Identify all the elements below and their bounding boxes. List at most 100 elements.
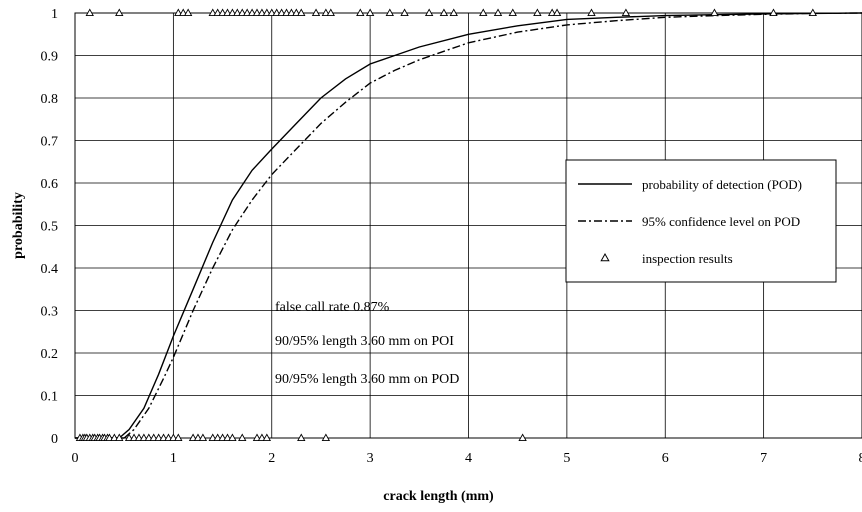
- inspection-result-point: [808, 8, 817, 16]
- inspection-result-point: [124, 433, 134, 441]
- y-tick-label: 0.1: [41, 390, 59, 405]
- inspection-result-point: [208, 8, 217, 16]
- inspection-result-point: [218, 8, 227, 16]
- inspection-result-point: [449, 8, 458, 16]
- inspection-result-point: [193, 433, 203, 441]
- plot-frame: [74, 12, 862, 439]
- inspection-result-point: [282, 8, 291, 16]
- y-tick-label: 0.5: [41, 220, 59, 235]
- x-tick-label: 0: [72, 451, 79, 466]
- inspection-result-point: [149, 433, 158, 441]
- inspection-result-point: [262, 8, 272, 16]
- inspection-result-point: [533, 8, 542, 16]
- y-tick-label: 0.4: [41, 262, 59, 277]
- x-axis-title: crack length (mm): [383, 489, 494, 504]
- y-tick-label: 0: [51, 432, 58, 447]
- inspection-result-point: [174, 433, 183, 441]
- inspection-result-point: [242, 8, 252, 16]
- inspection-result-point: [228, 8, 237, 16]
- inspection-result-point: [272, 8, 281, 16]
- inspection-result-point: [479, 8, 488, 16]
- inspection-result-point: [262, 433, 272, 441]
- inspection-result-point: [213, 8, 222, 16]
- x-tick-label: 1: [170, 451, 177, 466]
- confidence-curve: [123, 12, 862, 439]
- legend-label-inspection: inspection results: [642, 251, 733, 266]
- inspection-result-point: [144, 433, 153, 441]
- inspection-result-point: [105, 433, 114, 441]
- inspection-result-point: [257, 433, 267, 441]
- inspection-result-point: [115, 8, 124, 16]
- inspection-result-point: [174, 8, 183, 16]
- inspection-result-point: [493, 8, 503, 16]
- inspection-result-point: [218, 433, 227, 441]
- y-axis-title: probability: [11, 192, 26, 259]
- inspection-result-point: [159, 433, 168, 441]
- inspection-result-point: [188, 433, 198, 441]
- inspection-result-point: [292, 8, 301, 16]
- x-tick-label: 5: [563, 451, 570, 466]
- inspection-result-point: [110, 433, 119, 441]
- inspection-result-point: [252, 433, 262, 441]
- x-tick-label: 3: [367, 451, 374, 466]
- inspection-result-point: [257, 8, 267, 16]
- inspection-result-point: [223, 433, 232, 441]
- inspection-result-point: [238, 433, 247, 441]
- inspection-result-point: [769, 8, 778, 16]
- inspection-result-point: [321, 433, 331, 441]
- x-tick-label: 8: [859, 451, 862, 466]
- inspection-result-point: [233, 8, 242, 16]
- inspection-result-point: [183, 8, 193, 16]
- inspection-result-point: [169, 433, 178, 441]
- inspection-result-point: [223, 8, 232, 16]
- inspection-result-point: [252, 8, 262, 16]
- inspection-result-point: [710, 8, 719, 16]
- inspection-result-point: [267, 8, 276, 16]
- y-tick-label: 0.3: [41, 305, 59, 320]
- inspection-result-point: [326, 8, 335, 16]
- x-tick-label: 6: [662, 451, 669, 466]
- inspection-result-point: [208, 433, 217, 441]
- inspection-result-point: [385, 8, 394, 16]
- inspection-result-point: [213, 433, 222, 441]
- annotation-pod-length: 90/95% length 3.60 mm on POD: [275, 372, 459, 387]
- inspection-result-point: [129, 433, 139, 441]
- y-tick-label: 0.8: [41, 92, 59, 107]
- inspection-result-point: [277, 8, 286, 16]
- inspection-result-point: [198, 433, 208, 441]
- inspection-result-point: [164, 433, 173, 441]
- tick-labels: 0 1 2 3 4 5 6 7 8 0 0.1 0.2 0.3 0.4 0.5 0.6 0.7 0.8 0.9 1: [41, 7, 862, 466]
- inspection-result-point: [238, 8, 247, 16]
- legend-label-pod: probability of detection (POD): [642, 177, 802, 192]
- legend-label-confidence: 95% confidence level on POD: [642, 214, 800, 229]
- inspection-result-point: [247, 8, 257, 16]
- legend-swatch-inspection: [600, 252, 610, 262]
- inspection-result-point: [547, 8, 557, 16]
- inspection-result-point: [85, 8, 94, 16]
- inspection-result-point: [518, 433, 527, 441]
- legend: probability of detection (POD) 95% confi…: [565, 159, 837, 283]
- inspection-result-point: [587, 8, 596, 16]
- inspection-result-point: [139, 433, 149, 441]
- y-tick-label: 0.2: [41, 347, 59, 362]
- y-tick-label: 0.9: [41, 50, 59, 65]
- inspection-result-point: [297, 8, 306, 16]
- annotation-false-call-rate: false call rate 0.87%: [275, 300, 390, 315]
- x-tick-label: 4: [465, 451, 472, 466]
- inspection-result-point: [115, 433, 124, 441]
- series-layer: [75, 8, 862, 441]
- inspection-result-point: [297, 433, 306, 441]
- annotation-poi-length: 90/95% length 3.60 mm on POI: [275, 334, 454, 349]
- inspection-result-point: [424, 8, 434, 16]
- inspection-result-point: [179, 8, 188, 16]
- inspection-result-point: [287, 8, 296, 16]
- y-tick-label: 1: [51, 7, 58, 22]
- inspection-result-point: [400, 8, 409, 16]
- inspection-result-point: [311, 8, 321, 16]
- y-tick-label: 0.6: [41, 177, 59, 192]
- inspection-result-point: [228, 433, 237, 441]
- inspection-result-point: [154, 433, 163, 441]
- pod-curve: [118, 12, 862, 439]
